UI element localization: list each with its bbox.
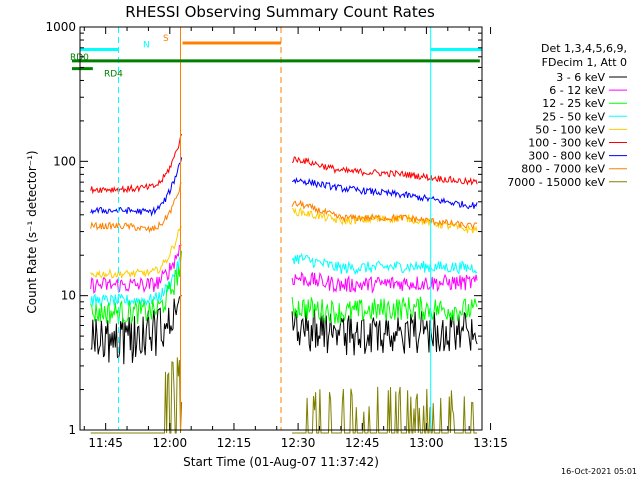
x-tick-label: 12:15: [217, 436, 252, 450]
y-tick-label: 10: [61, 289, 76, 303]
traces-layer: [90, 133, 478, 434]
x-tick-label: 12:00: [153, 436, 188, 450]
night-label: N: [143, 40, 150, 50]
rd4-label: RD4: [104, 70, 123, 80]
legend-label: 6 - 12 keV: [549, 84, 605, 97]
series-line-3-6-kev: [90, 295, 478, 365]
x-axis-label: Start Time (01-Aug-07 11:37:42): [183, 455, 379, 469]
y-tick-label: 1: [68, 423, 76, 437]
series-line-100-300-kev: [90, 133, 478, 195]
chart-title: RHESSI Observing Summary Count Rates: [125, 3, 435, 21]
legend-label: 3 - 6 keV: [556, 71, 605, 84]
series-line-25-50-kev: [90, 251, 478, 308]
x-tick-label: 11:45: [88, 436, 123, 450]
x-tick-label: 12:45: [345, 436, 380, 450]
series-line-300-800-kev: [90, 157, 478, 217]
legend-label: 25 - 50 keV: [542, 110, 605, 123]
series-line-6-12-kev: [90, 244, 478, 294]
legend: Det 1,3,4,5,6,9, FDecim 1, Att 0 3 - 6 k…: [507, 42, 627, 189]
legend-label: 50 - 100 keV: [535, 123, 605, 136]
legend-label: 100 - 300 keV: [528, 137, 605, 150]
plot-frame: [79, 26, 483, 431]
x-tick-label: 13:00: [409, 436, 444, 450]
legend-label: 800 - 7000 keV: [521, 163, 605, 176]
legend-label: 12 - 25 keV: [542, 97, 605, 110]
series-line-7000-15000-kev: [90, 357, 478, 434]
axes-layer: 1 10 100 1000 11:45 12:00 12:15 12:30 12:45 13:00…: [45, 20, 507, 450]
x-tick-label: 13:15: [473, 436, 508, 450]
y-axis-label: Count Rate (s⁻¹ detector⁻¹): [25, 150, 39, 313]
y-tick-label: 1000: [45, 20, 76, 34]
legend-label: 7000 - 15000 keV: [507, 176, 605, 189]
saa-label: S: [163, 34, 169, 44]
y-tick-label: 100: [53, 154, 76, 168]
legend-header-line-1: Det 1,3,4,5,6,9,: [541, 42, 627, 55]
x-tick-label: 12:30: [281, 436, 316, 450]
legend-label: 300 - 800 keV: [528, 150, 605, 163]
footer-date: 16-Oct-2021 05:01: [561, 467, 637, 476]
series-line-12-25-kev: [90, 250, 478, 325]
legend-header-line-2: FDecim 1, Att 0: [542, 56, 627, 69]
series-line-800-7000-kev: [90, 182, 478, 234]
